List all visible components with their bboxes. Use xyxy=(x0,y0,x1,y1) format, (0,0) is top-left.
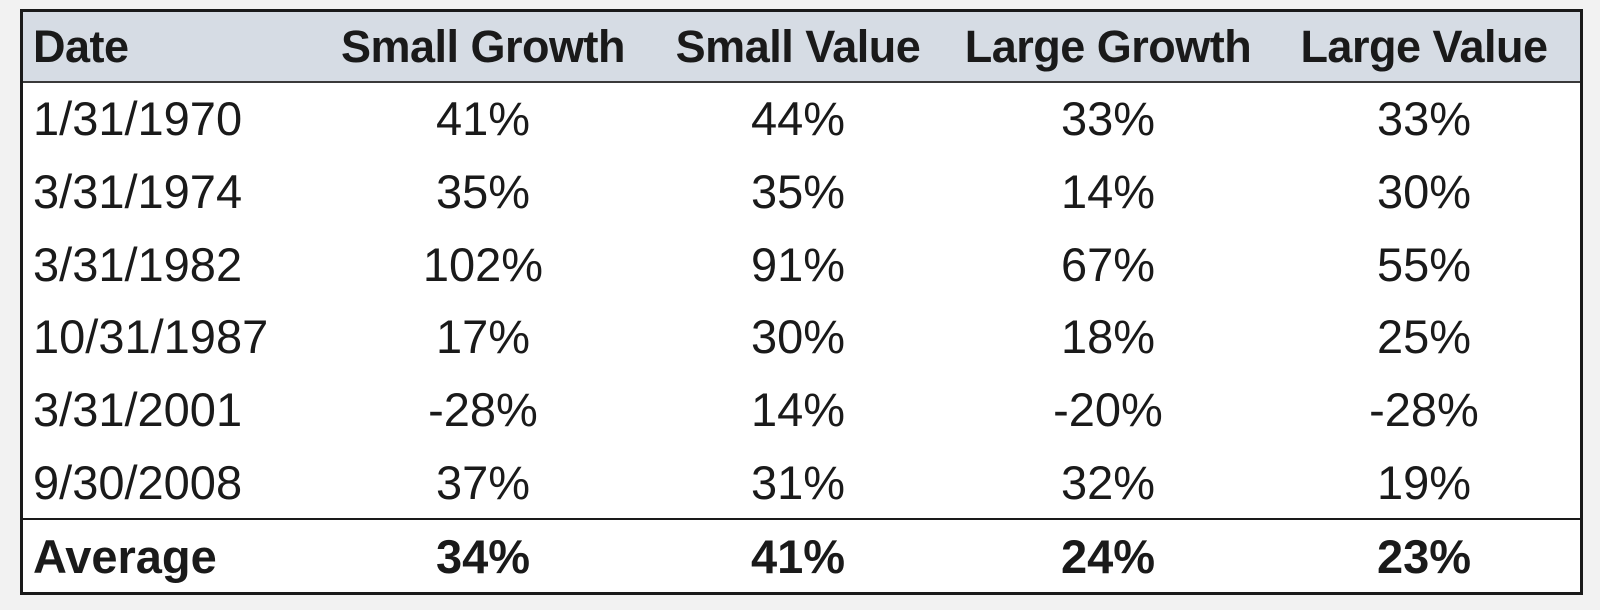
large-growth-cell: 67% xyxy=(1060,237,1156,291)
date-cell: 1/31/1970 xyxy=(33,92,243,146)
large-growth-cell: 18% xyxy=(1060,310,1156,364)
average-row: Average 34% 41% 24% 23% xyxy=(23,518,1580,592)
large-growth-cell: -20% xyxy=(1053,383,1163,437)
average-large-value: 23% xyxy=(1268,518,1580,592)
table-row: 3/31/1982 102% 91% 67% 55% xyxy=(23,228,1580,301)
table-row: 9/30/2008 37% 31% 32% 19% xyxy=(23,446,1580,519)
date-cell: 10/31/1987 xyxy=(33,310,269,364)
large-growth-cell: 33% xyxy=(1060,92,1156,146)
table-row: 1/31/1970 41% 44% 33% 33% xyxy=(23,82,1580,155)
returns-table: Date Small Growth Small Value Large Grow… xyxy=(23,12,1580,592)
small-growth-cell: 41% xyxy=(435,92,531,146)
small-value-cell: 30% xyxy=(750,310,846,364)
table-row: 10/31/1987 17% 30% 18% 25% xyxy=(23,301,1580,374)
table-row: 3/31/1974 35% 35% 14% 30% xyxy=(23,155,1580,228)
date-cell: 3/31/1982 xyxy=(33,237,243,291)
large-value-cell: 33% xyxy=(1376,92,1472,146)
small-growth-cell: 17% xyxy=(435,310,531,364)
large-value-cell: -28% xyxy=(1369,383,1479,437)
small-value-cell: 44% xyxy=(750,92,846,146)
large-growth-cell: 32% xyxy=(1060,455,1156,509)
date-cell: 3/31/2001 xyxy=(33,383,243,437)
table-row: 3/31/2001 -28% 14% -20% -28% xyxy=(23,373,1580,446)
large-value-cell: 19% xyxy=(1376,455,1472,509)
large-value-cell: 25% xyxy=(1376,310,1472,364)
average-small-growth: 34% xyxy=(318,518,648,592)
large-value-cell: 55% xyxy=(1376,237,1472,291)
large-growth-cell: 14% xyxy=(1060,164,1156,218)
average-label: Average xyxy=(23,518,318,592)
returns-table-frame: Date Small Growth Small Value Large Grow… xyxy=(20,9,1583,595)
column-header-small-growth: Small Growth xyxy=(318,12,648,83)
column-header-date: Date xyxy=(23,12,318,83)
header-row: Date Small Growth Small Value Large Grow… xyxy=(23,12,1580,83)
small-growth-cell: 37% xyxy=(435,455,531,509)
small-value-cell: 31% xyxy=(750,455,846,509)
average-small-value: 41% xyxy=(648,518,948,592)
large-value-cell: 30% xyxy=(1376,164,1472,218)
column-header-large-growth: Large Growth xyxy=(948,12,1268,83)
date-cell: 9/30/2008 xyxy=(33,455,243,509)
small-value-cell: 35% xyxy=(750,164,846,218)
small-growth-cell: 102% xyxy=(422,237,544,291)
small-value-cell: 14% xyxy=(750,383,846,437)
average-large-growth: 24% xyxy=(948,518,1268,592)
date-cell: 3/31/1974 xyxy=(33,164,243,218)
small-value-cell: 91% xyxy=(750,237,846,291)
column-header-large-value: Large Value xyxy=(1268,12,1580,83)
column-header-small-value: Small Value xyxy=(648,12,948,83)
small-growth-cell: -28% xyxy=(428,383,538,437)
small-growth-cell: 35% xyxy=(435,164,531,218)
